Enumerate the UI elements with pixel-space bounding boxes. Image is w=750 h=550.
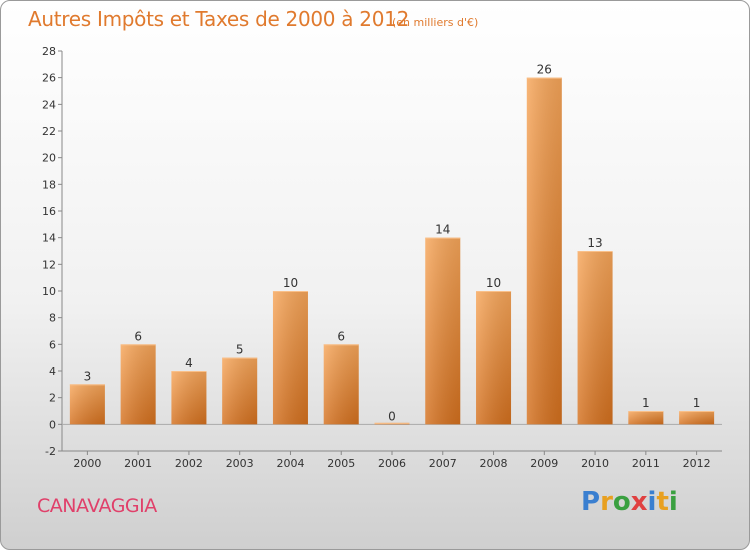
x-tick-label: 2012 bbox=[683, 457, 711, 470]
logo-letter: t bbox=[656, 487, 669, 517]
bar-shade bbox=[323, 344, 359, 425]
y-tick-label: 0 bbox=[49, 418, 56, 431]
logo-letter: i bbox=[668, 487, 678, 517]
logo-letter: i bbox=[647, 487, 657, 517]
value-label: 13 bbox=[587, 236, 602, 250]
value-labels: 3 6 4 5 10 6 0 14 10 26 13 1 1 bbox=[84, 63, 701, 424]
y-tick-label: 2 bbox=[49, 392, 56, 405]
y-tick-label: 8 bbox=[49, 312, 56, 325]
bar-shade bbox=[222, 357, 258, 425]
x-tick-label: 2008 bbox=[480, 457, 508, 470]
y-tick-label: 10 bbox=[42, 285, 56, 298]
value-label: 4 bbox=[185, 356, 193, 370]
x-tick-label: 2000 bbox=[73, 457, 101, 470]
x-tick-label: 2006 bbox=[378, 457, 406, 470]
y-tick-label: 20 bbox=[42, 152, 56, 165]
bar-shade bbox=[526, 77, 562, 425]
bar-shade bbox=[679, 411, 715, 425]
y-tick-label: 26 bbox=[42, 72, 56, 85]
logo-letter: P bbox=[581, 487, 601, 517]
bar-shade bbox=[272, 291, 308, 425]
x-tick-label: 2002 bbox=[175, 457, 203, 470]
value-label: 14 bbox=[435, 223, 450, 237]
chart-title: Autres Impôts et Taxes de 2000 à 2012 bbox=[28, 7, 409, 31]
bar-shade bbox=[628, 411, 664, 425]
x-tick-label: 2011 bbox=[632, 457, 660, 470]
value-label: 10 bbox=[283, 276, 298, 290]
y-tick-label: 18 bbox=[42, 178, 56, 191]
x-tick-label: 2001 bbox=[124, 457, 152, 470]
commune-name: CANAVAGGIA bbox=[37, 495, 157, 517]
value-label: 0 bbox=[388, 409, 396, 423]
value-label: 3 bbox=[84, 369, 92, 383]
y-tick-label: 24 bbox=[42, 98, 56, 111]
y-tick-label: 16 bbox=[42, 205, 56, 218]
bar-shade bbox=[577, 251, 613, 425]
x-tick-label: 2009 bbox=[530, 457, 558, 470]
y-tick-label: 22 bbox=[42, 125, 56, 138]
y-tick-label: 14 bbox=[42, 232, 56, 245]
x-tick-label: 2007 bbox=[429, 457, 457, 470]
chart-subtitle: (en milliers d'€) bbox=[392, 16, 479, 29]
value-label: 5 bbox=[236, 343, 244, 357]
y-tick-label: 12 bbox=[42, 258, 56, 271]
value-label: 1 bbox=[693, 396, 701, 410]
x-tick-label: 2005 bbox=[327, 457, 355, 470]
proxiti-logo[interactable]: Proxiti bbox=[581, 487, 678, 517]
logo-letter: o bbox=[612, 487, 631, 517]
value-label: 6 bbox=[134, 329, 142, 343]
bar-shade bbox=[69, 384, 105, 425]
value-label: 10 bbox=[486, 276, 501, 290]
y-tick-label: -2 bbox=[45, 445, 56, 458]
y-tick-label: 6 bbox=[49, 338, 56, 351]
bar-shade bbox=[120, 344, 156, 425]
value-label: 1 bbox=[642, 396, 650, 410]
bars bbox=[69, 77, 715, 425]
bar-shade bbox=[425, 237, 461, 425]
logo-letter: x bbox=[630, 487, 648, 517]
y-tick-label: 28 bbox=[42, 45, 56, 58]
x-tick-label: 2004 bbox=[276, 457, 304, 470]
value-label: 6 bbox=[337, 329, 345, 343]
x-tick-label: 2003 bbox=[226, 457, 254, 470]
logo-letter: r bbox=[600, 487, 613, 517]
x-tick-label: 2010 bbox=[581, 457, 609, 470]
y-tick-label: 4 bbox=[49, 365, 56, 378]
value-label: 26 bbox=[537, 63, 552, 77]
bar-shade bbox=[171, 371, 207, 425]
bar-shade bbox=[476, 291, 512, 425]
